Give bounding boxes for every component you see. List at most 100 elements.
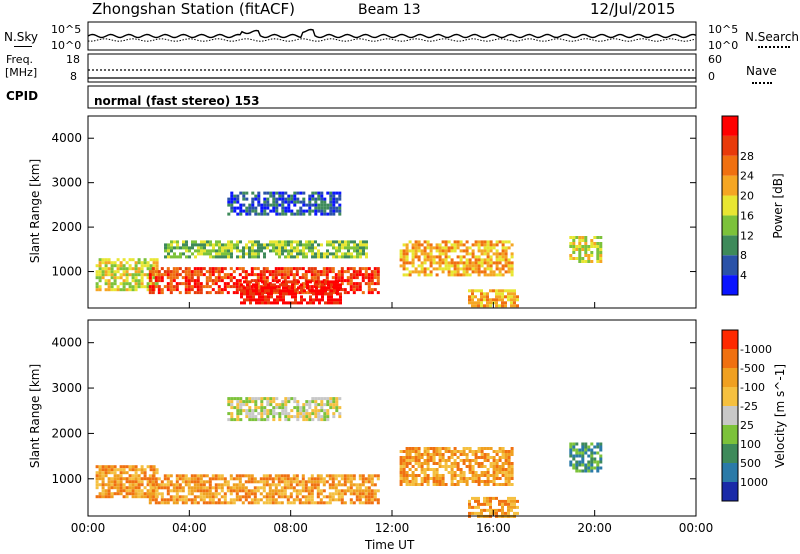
- power-echo-cell: [596, 236, 600, 239]
- velocity-echo-cell: [278, 403, 282, 407]
- velocity-echo-cell: [250, 477, 254, 481]
- power-echo-cell: [322, 270, 326, 274]
- velocity-echo-cell: [346, 480, 350, 484]
- velocity-colorbar-segment: [722, 406, 738, 425]
- power-echo-cell: [353, 246, 356, 250]
- velocity-echo-cell: [104, 492, 108, 496]
- velocity-echo-cell: [199, 492, 203, 496]
- velocity-echo-cell: [319, 492, 323, 496]
- power-echo-cell: [140, 276, 144, 280]
- power-echo-cell: [281, 249, 284, 253]
- power-echo-cell: [200, 240, 203, 244]
- velocity-echo-cell: [205, 480, 209, 484]
- power-echo-cell: [513, 298, 516, 302]
- power-echo-cell: [336, 286, 339, 290]
- velocity-echo-cell: [304, 498, 308, 502]
- power-echo-cell: [290, 194, 294, 198]
- velocity-echo-cell: [495, 462, 499, 465]
- power-echo-cell: [187, 270, 191, 274]
- velocity-echo-cell: [101, 492, 105, 496]
- velocity-echo-cell: [151, 492, 155, 496]
- velocity-echo-cell: [343, 474, 347, 478]
- velocity-echo-cell: [465, 447, 469, 450]
- power-echo-cell: [196, 279, 200, 283]
- power-echo-cell: [444, 252, 448, 256]
- velocity-echo-cell: [417, 474, 421, 477]
- power-echo-cell: [250, 273, 254, 277]
- velocity-echo-cell: [286, 480, 290, 484]
- power-echo-cell: [367, 285, 371, 289]
- velocity-echo-cell: [107, 468, 111, 472]
- power-echo-cell: [257, 249, 260, 253]
- power-echo-cell: [323, 203, 327, 207]
- power-echo-cell: [248, 249, 251, 253]
- power-echo-cell: [160, 291, 164, 295]
- velocity-echo-cell: [290, 397, 294, 401]
- velocity-echo-cell: [402, 474, 406, 477]
- power-echo-cell: [244, 273, 248, 277]
- power-echo-cell: [417, 249, 421, 253]
- power-echo-cell: [308, 246, 311, 250]
- velocity-echo-cell: [98, 477, 102, 481]
- power-echo-cell: [263, 246, 266, 250]
- velocity-echo-cell: [134, 486, 138, 490]
- power-echo-cell: [257, 203, 261, 207]
- velocity-echo-cell: [340, 489, 344, 493]
- velocity-echo-cell: [286, 495, 290, 499]
- power-echo-cell: [236, 240, 239, 244]
- power-echo-cell: [257, 194, 261, 198]
- power-echo-cell: [270, 286, 273, 290]
- velocity-echo-cell: [498, 465, 502, 468]
- power-echo-cell: [498, 267, 502, 271]
- velocity-echo-cell: [575, 454, 579, 458]
- power-echo-cell: [260, 243, 263, 247]
- power-echo-cell: [254, 249, 257, 253]
- velocity-echo-cell: [447, 465, 451, 468]
- power-echo-cell: [572, 251, 576, 254]
- power-echo-cell: [295, 288, 299, 292]
- power-echo-cell: [251, 243, 254, 247]
- power-echo-cell: [163, 273, 167, 277]
- power-echo-cell: [355, 276, 359, 280]
- power-echo-cell: [501, 255, 505, 259]
- velocity-echo-cell: [238, 474, 242, 478]
- power-echo-cell: [365, 240, 368, 244]
- power-echo-cell: [510, 298, 513, 302]
- power-echo-cell: [480, 240, 484, 244]
- velocity-echo-cell: [238, 486, 242, 490]
- velocity-echo-cell: [298, 489, 302, 493]
- velocity-echo-cell: [232, 501, 236, 505]
- velocity-echo-cell: [184, 480, 188, 484]
- velocity-echo-cell: [122, 486, 126, 490]
- velocity-echo-cell: [349, 480, 353, 484]
- velocity-echo-cell: [214, 501, 218, 505]
- velocity-echo-cell: [474, 462, 478, 465]
- power-echo-cell: [263, 197, 267, 201]
- power-echo-cell: [333, 301, 336, 305]
- power-echo-cell: [358, 285, 362, 289]
- power-echo-cell: [257, 191, 261, 195]
- x-tick-label: 12:00: [375, 521, 410, 535]
- velocity-echo-cell: [423, 462, 427, 465]
- velocity-echo-cell: [317, 409, 321, 413]
- power-echo-cell: [205, 279, 209, 283]
- velocity-echo-cell: [326, 400, 330, 404]
- velocity-echo-cell: [293, 415, 297, 419]
- power-echo-cell: [143, 285, 147, 289]
- velocity-echo-cell: [352, 501, 356, 505]
- velocity-echo-cell: [238, 477, 242, 481]
- power-echo-cell: [202, 285, 206, 289]
- velocity-echo-cell: [193, 498, 197, 502]
- velocity-echo-cell: [289, 492, 293, 496]
- velocity-echo-cell: [483, 471, 487, 474]
- velocity-echo-cell: [128, 489, 132, 493]
- velocity-echo-cell: [504, 474, 508, 477]
- power-echo-cell: [160, 279, 164, 283]
- velocity-echo-cell: [581, 445, 585, 449]
- power-echo-cell: [269, 240, 272, 244]
- velocity-echo-cell: [438, 477, 442, 480]
- velocity-echo-cell: [227, 418, 231, 422]
- velocity-echo-cell: [462, 474, 466, 477]
- velocity-echo-cell: [296, 409, 300, 413]
- power-echo-cell: [227, 255, 230, 259]
